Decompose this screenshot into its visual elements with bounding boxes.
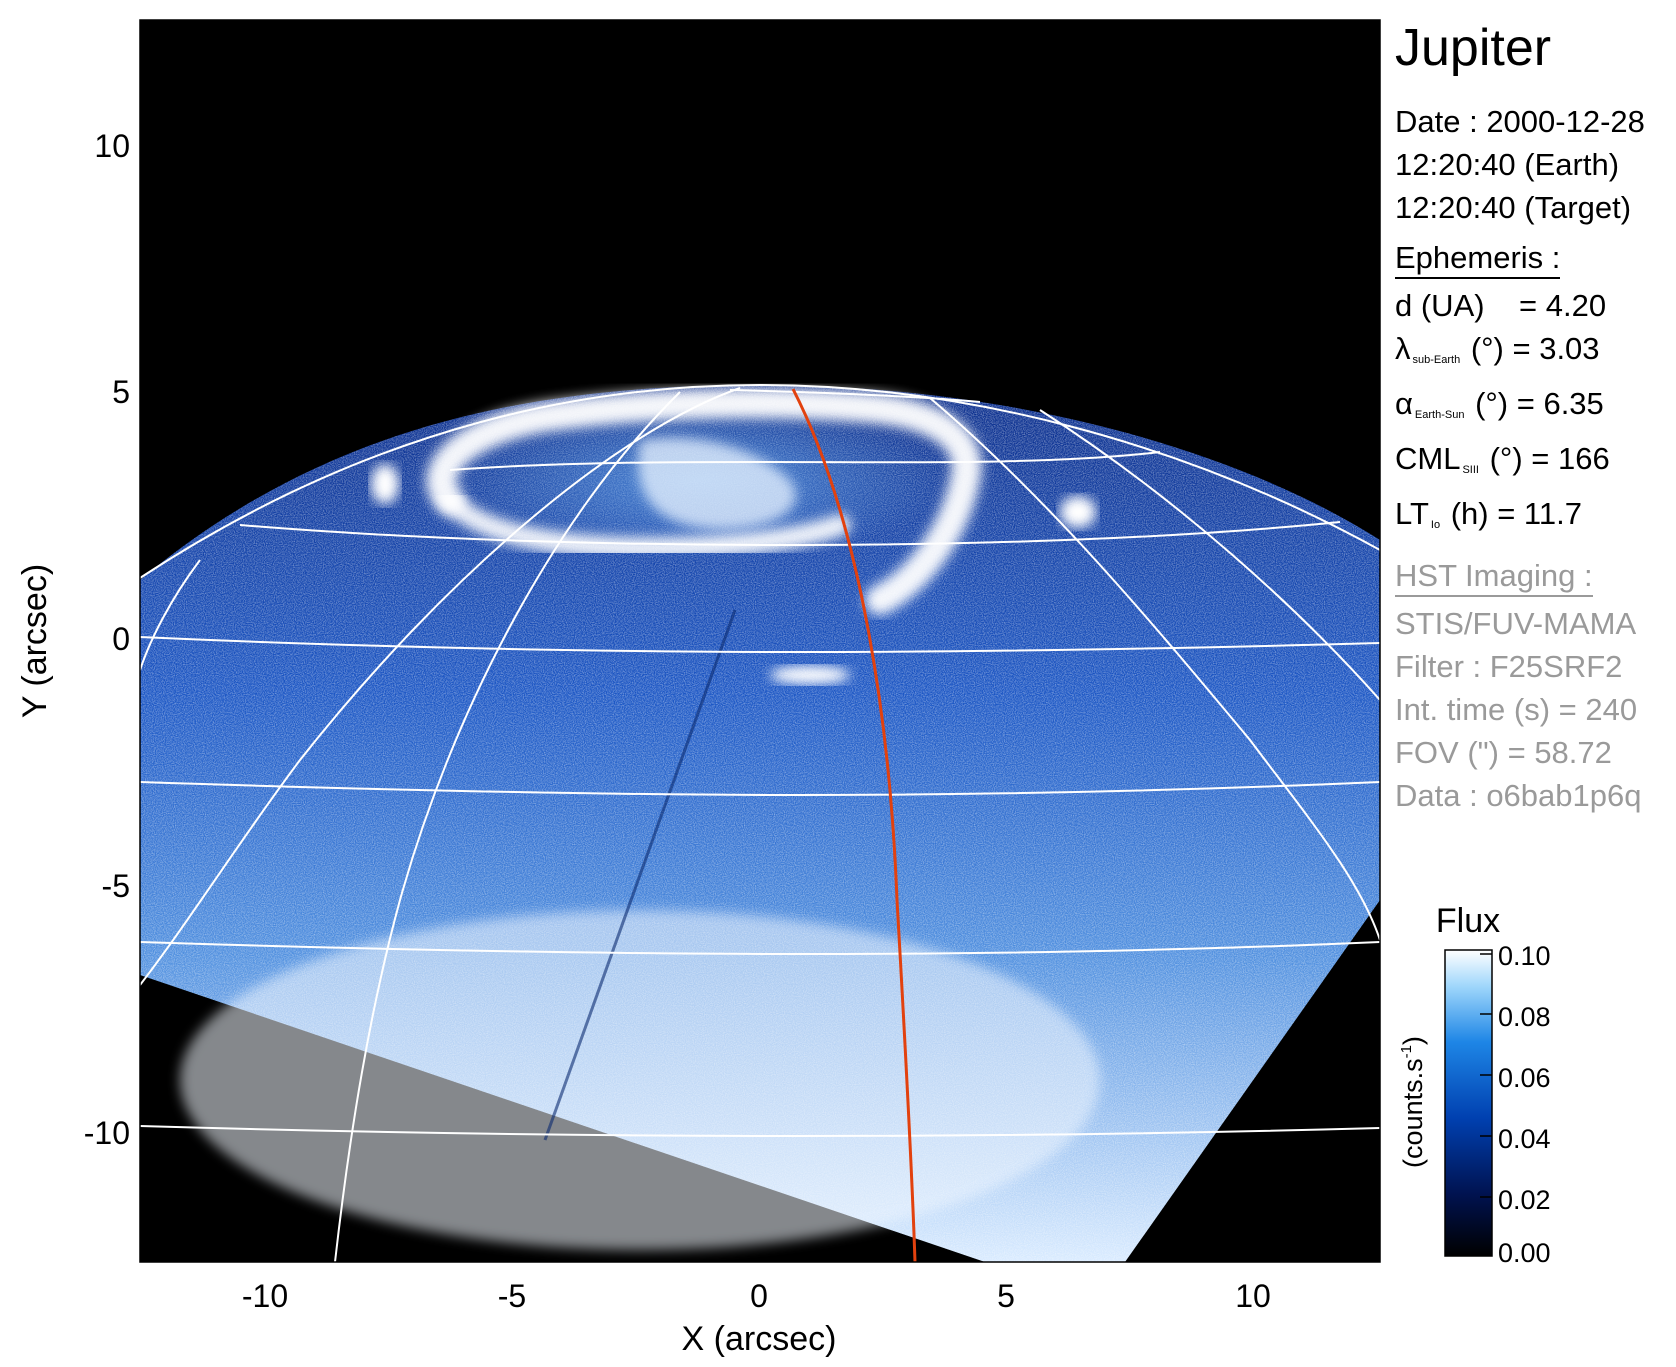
lambda-subscript: sub-Earth	[1412, 354, 1461, 366]
cml-label: CML	[1395, 441, 1461, 476]
hst-imaging-header: HST Imaging :	[1395, 557, 1593, 597]
colorbar-tick: 0.02	[1498, 1185, 1551, 1215]
phase-angle-line: α Earth-Sun (°) = 6.35	[1395, 382, 1670, 437]
x-tick: 0	[750, 1278, 768, 1314]
x-tick: -5	[498, 1278, 526, 1314]
bright-haze	[180, 910, 1100, 1250]
x-tick: 10	[1235, 1278, 1271, 1314]
filter-line: Filter : F25SRF2	[1395, 649, 1623, 684]
sub-earth-latitude-line: λ sub-Earth (°) = 3.03	[1395, 327, 1670, 382]
instrument-line: STIS/FUV-MAMA	[1395, 606, 1637, 641]
colorbar-tick: 0.00	[1498, 1238, 1551, 1268]
coordinate-grid	[140, 383, 1380, 1262]
alpha-symbol: α	[1395, 386, 1413, 421]
colorbar-unit: (counts.s-1)	[1398, 1036, 1428, 1168]
target-time: 12:20:40 (Target)	[1395, 190, 1632, 225]
lt-value: (h) = 11.7	[1450, 496, 1582, 531]
y-axis-label: Y (arcsec)	[16, 564, 54, 718]
y-tick: 5	[112, 374, 130, 410]
lambda-value: (°) = 3.03	[1470, 331, 1600, 366]
cml-subscript: SIII	[1462, 464, 1479, 476]
y-tick: 0	[112, 621, 130, 657]
colorbar-tick: 0.10	[1498, 941, 1551, 971]
distance-line: d (UA) = 4.20	[1395, 288, 1607, 323]
colorbar-title: Flux	[1436, 902, 1500, 940]
io-local-time-line: LT Io (h) = 11.7	[1395, 492, 1670, 547]
planet-title: Jupiter	[1395, 19, 1552, 77]
y-tick: 10	[94, 128, 130, 164]
x-axis-label: X (arcsec)	[682, 1320, 837, 1358]
colorbar-tick: 0.08	[1498, 1002, 1551, 1032]
lt-subscript: Io	[1430, 519, 1441, 531]
x-tick: -10	[242, 1278, 288, 1314]
detector-streak	[543, 609, 737, 1141]
lt-label: LT	[1395, 496, 1429, 531]
plot-frame	[139, 19, 1381, 1263]
x-tick: 5	[997, 1278, 1015, 1314]
ephemeris-header: Ephemeris :	[1395, 239, 1561, 279]
colorbar-gradient	[1444, 949, 1493, 1257]
y-tick: -10	[84, 1115, 130, 1151]
unit-close: )	[1398, 1036, 1428, 1045]
dataset-id-line: Data : o6bab1p6q	[1395, 778, 1642, 813]
y-tick-labels: 10 5 0 -5 -10	[84, 128, 130, 1151]
integration-time-line: Int. time (s) = 240	[1395, 692, 1638, 727]
alpha-subscript: Earth-Sun	[1414, 409, 1465, 421]
x-tick-labels: -10 -5 0 5 10	[242, 1278, 1271, 1314]
central-meridian-line	[791, 388, 917, 1262]
earth-time: 12:20:40 (Earth)	[1395, 147, 1620, 182]
y-tick: -5	[102, 868, 130, 904]
lambda-symbol: λ	[1395, 331, 1411, 366]
alpha-value: (°) = 6.35	[1475, 386, 1604, 421]
observation-info-panel: Jupiter Date : 2000-12-28 12:20:40 (Eart…	[1395, 18, 1670, 817]
unit-main: (counts.s	[1398, 1058, 1428, 1168]
fov-line: FOV (") = 58.72	[1395, 735, 1612, 770]
unit-sup: -1	[1398, 1045, 1415, 1058]
colorbar: Flux 0.10 0.08 0.06 0.04 0.02 0.00 (coun…	[1398, 902, 1551, 1268]
colorbar-tick: 0.04	[1498, 1124, 1551, 1154]
cml-line: CML SIII (°) = 166	[1395, 437, 1670, 492]
colorbar-tick: 0.06	[1498, 1063, 1551, 1093]
cml-value: (°) = 166	[1489, 441, 1610, 476]
date-line: Date : 2000-12-28	[1395, 104, 1645, 139]
